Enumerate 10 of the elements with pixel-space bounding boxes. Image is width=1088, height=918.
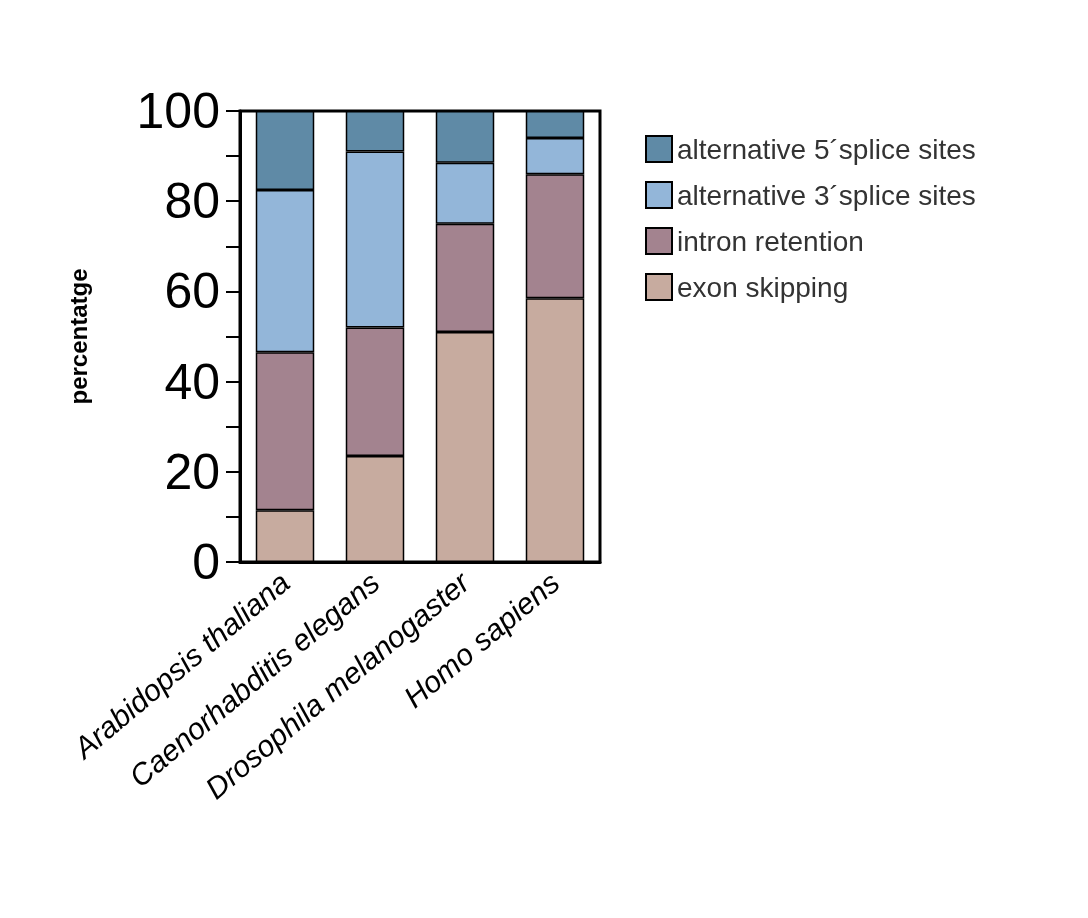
- legend-label: exon skipping: [677, 271, 849, 303]
- legend-label: alternative 5´splice sites: [677, 133, 976, 165]
- y-tick-label: 80: [164, 173, 220, 230]
- y-tick-label: 100: [136, 83, 220, 139]
- legend-label: alternative 3´splice sites: [677, 179, 976, 211]
- legend-label: intron retention: [677, 225, 864, 257]
- y-tick-label: 20: [164, 443, 220, 500]
- y-axis-title: percentatge: [64, 268, 92, 405]
- y-tick-label: 60: [164, 263, 220, 320]
- y-tick-label: 40: [164, 353, 220, 410]
